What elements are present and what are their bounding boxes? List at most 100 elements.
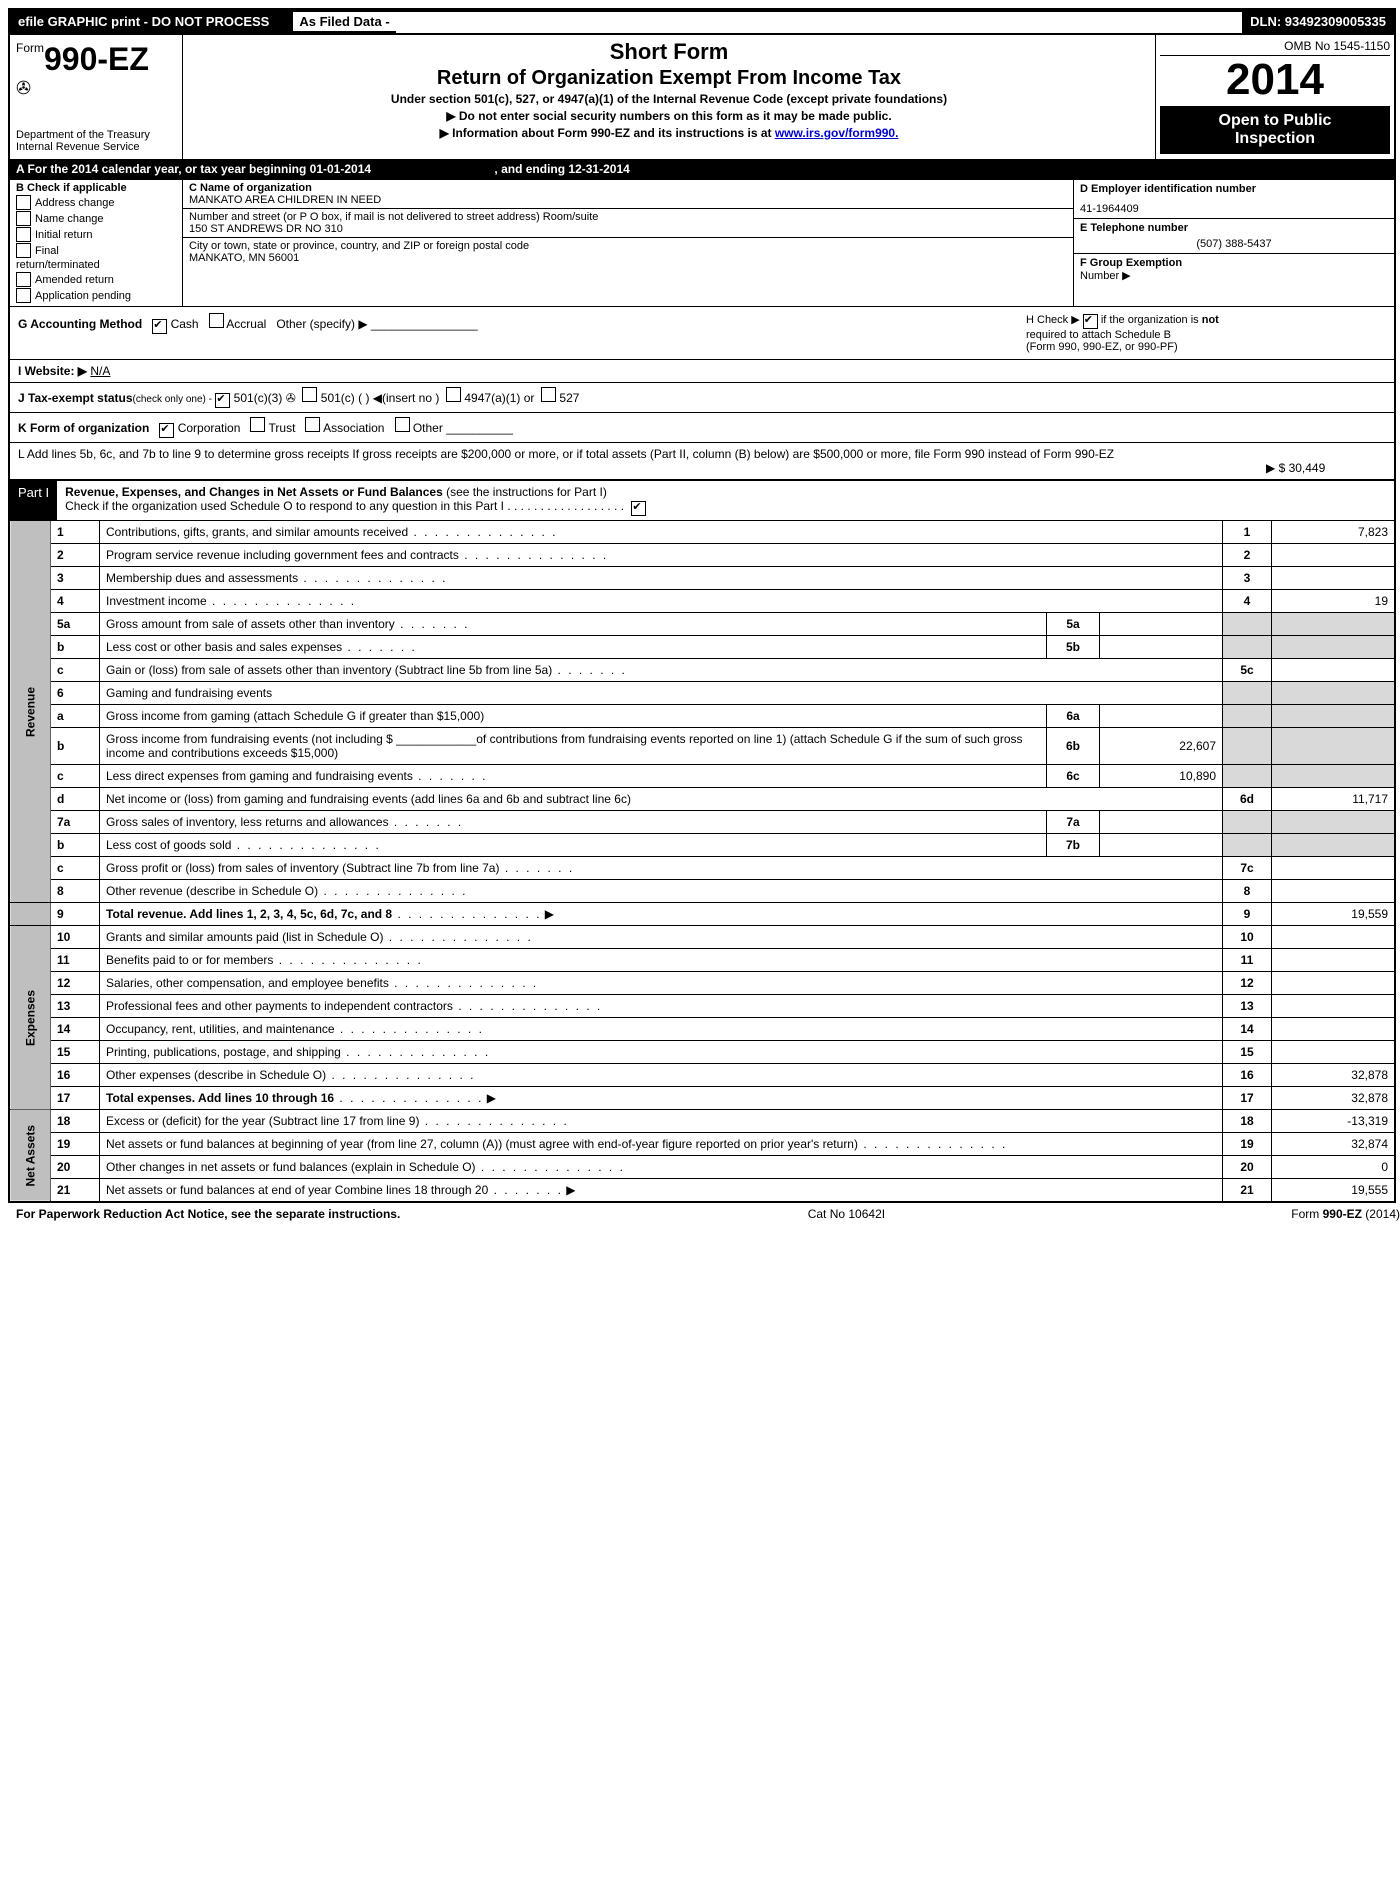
tax-year-begin: A For the 2014 calendar year, or tax yea…	[16, 162, 371, 176]
footer-mid: Cat No 10642I	[639, 1207, 1054, 1221]
line-1: Revenue 1 Contributions, gifts, grants, …	[10, 521, 1394, 544]
irs-link[interactable]: www.irs.gov/form990.	[775, 126, 899, 140]
l-row: L Add lines 5b, 6c, and 7b to line 9 to …	[10, 442, 1394, 479]
g-block: G Accounting Method Cash Accrual Other (…	[18, 313, 1026, 353]
website-value: N/A	[90, 364, 110, 378]
line-10: Expenses 10 Grants and similar amounts p…	[10, 926, 1394, 949]
line-3: 3 Membership dues and assessments 3	[10, 567, 1394, 590]
line-20: 20 Other changes in net assets or fund b…	[10, 1156, 1394, 1179]
cb-trust[interactable]	[250, 417, 265, 432]
line-6d: d Net income or (loss) from gaming and f…	[10, 788, 1394, 811]
treasury-dept: Department of the Treasury	[16, 129, 176, 141]
part1-title: Revenue, Expenses, and Changes in Net As…	[65, 485, 443, 499]
form-990ez: 990-EZ	[44, 41, 149, 77]
ssn-warning: ▶ Do not enter social security numbers o…	[187, 109, 1151, 123]
i-label: I Website: ▶	[18, 364, 87, 378]
section-c: C Name of organization MANKATO AREA CHIL…	[183, 180, 1074, 306]
cb-cash[interactable]	[152, 319, 167, 334]
j-row: J Tax-exempt status(check only one) - 50…	[10, 382, 1394, 412]
line1-amount: 7,823	[1272, 521, 1395, 544]
omb-number: OMB No 1545-1150	[1160, 39, 1390, 56]
header-left: Form990-EZ ✇ Department of the Treasury …	[10, 35, 183, 159]
topbar-spacer	[396, 10, 1242, 33]
cb-accrual[interactable]	[209, 313, 224, 328]
cb-app[interactable]: Application pending	[16, 288, 176, 303]
line-7c: c Gross profit or (loss) from sales of i…	[10, 857, 1394, 880]
i-row: I Website: ▶ N/A	[10, 359, 1394, 382]
part1-check: Check if the organization used Schedule …	[65, 499, 624, 513]
bcdef-row: B Check if applicable Address change Nam…	[10, 179, 1394, 306]
tax-year: 2014	[1160, 56, 1390, 104]
cb-schedule-o[interactable]	[631, 501, 646, 516]
return-title: Return of Organization Exempt From Incom…	[187, 67, 1151, 90]
cb-4947[interactable]	[446, 387, 461, 402]
cb-initial[interactable]: Initial return	[16, 227, 176, 242]
line-13: 13 Professional fees and other payments …	[10, 995, 1394, 1018]
line4-amount: 19	[1272, 590, 1395, 613]
as-filed-text: As Filed Data -	[293, 12, 395, 31]
cb-assoc[interactable]	[305, 417, 320, 432]
line6b-amount: 22,607	[1100, 728, 1223, 765]
footer: For Paperwork Reduction Act Notice, see …	[8, 1203, 1400, 1225]
part1-label: Part I	[10, 481, 57, 520]
line-16: 16 Other expenses (describe in Schedule …	[10, 1064, 1394, 1087]
short-form-title: Short Form	[187, 39, 1151, 65]
form-word: Form	[16, 41, 44, 55]
header-right: OMB No 1545-1150 2014 Open to Public Ins…	[1156, 35, 1394, 159]
lines-table: Revenue 1 Contributions, gifts, grants, …	[10, 520, 1394, 1201]
line-12: 12 Salaries, other compensation, and emp…	[10, 972, 1394, 995]
line17-amount: 32,878	[1272, 1087, 1395, 1110]
line-9: 9 Total revenue. Add lines 1, 2, 3, 4, 5…	[10, 903, 1394, 926]
g-label: G Accounting Method	[18, 317, 142, 331]
city-value: MANKATO, MN 56001	[189, 252, 1067, 264]
cb-amended[interactable]: Amended return	[16, 272, 176, 287]
line21-amount: 19,555	[1272, 1179, 1395, 1202]
line-5a: 5a Gross amount from sale of assets othe…	[10, 613, 1394, 636]
line-7a: 7a Gross sales of inventory, less return…	[10, 811, 1394, 834]
revenue-side-label: Revenue	[10, 521, 51, 903]
b-title: B Check if applicable	[16, 182, 176, 194]
f-label: F Group Exemption	[1080, 257, 1182, 269]
section-a: A For the 2014 calendar year, or tax yea…	[10, 159, 1394, 179]
line-15: 15 Printing, publications, postage, and …	[10, 1041, 1394, 1064]
cb-501c3[interactable]	[215, 393, 230, 408]
line-2: 2 Program service revenue including gove…	[10, 544, 1394, 567]
line19-amount: 32,874	[1272, 1133, 1395, 1156]
line-6c: c Less direct expenses from gaming and f…	[10, 765, 1394, 788]
cb-corp[interactable]	[159, 423, 174, 438]
line-21: 21 Net assets or fund balances at end of…	[10, 1179, 1394, 1202]
city-label: City or town, state or province, country…	[189, 240, 1067, 252]
phone-value: (507) 388-5437	[1080, 234, 1388, 250]
l-text: L Add lines 5b, 6c, and 7b to line 9 to …	[18, 447, 1266, 475]
line-5b: b Less cost or other basis and sales exp…	[10, 636, 1394, 659]
info-link-line: ▶ Information about Form 990-EZ and its …	[187, 126, 1151, 140]
l-amount: ▶ $ 30,449	[1266, 447, 1386, 475]
cb-501c[interactable]	[302, 387, 317, 402]
def-column: D Employer identification number 41-1964…	[1074, 180, 1394, 306]
netassets-side-label: Net Assets	[10, 1110, 51, 1202]
g-h-row: G Accounting Method Cash Accrual Other (…	[10, 306, 1394, 359]
line-6b: b Gross income from fundraising events (…	[10, 728, 1394, 765]
cb-address[interactable]: Address change	[16, 195, 176, 210]
part1-header: Part I Revenue, Expenses, and Changes in…	[10, 479, 1394, 520]
open-public-1: Open to Public	[1162, 112, 1388, 130]
f-label2: Number ▶	[1080, 270, 1131, 282]
tax-year-end: , and ending 12-31-2014	[494, 162, 629, 176]
line-11: 11 Benefits paid to or for members 11	[10, 949, 1394, 972]
org-name: MANKATO AREA CHILDREN IN NEED	[189, 194, 1067, 206]
f-block: F Group Exemption Number ▶	[1074, 254, 1394, 285]
d-label: D Employer identification number	[1080, 183, 1388, 195]
cb-schedule-b[interactable]	[1083, 314, 1098, 329]
form-container: efile GRAPHIC print - DO NOT PROCESS As …	[8, 8, 1396, 1203]
cb-final[interactable]: Final	[16, 243, 176, 258]
cb-527[interactable]	[541, 387, 556, 402]
d-block: D Employer identification number 41-1964…	[1074, 180, 1394, 219]
line-8: 8 Other revenue (describe in Schedule O)…	[10, 880, 1394, 903]
j-label: J Tax-exempt status	[18, 391, 133, 405]
g-other: Other (specify) ▶	[276, 317, 367, 331]
c-city-block: City or town, state or province, country…	[183, 238, 1073, 266]
cb-name[interactable]: Name change	[16, 211, 176, 226]
cb-other-org[interactable]	[395, 417, 410, 432]
dln-number: DLN: 93492309005335	[1242, 10, 1394, 33]
line-19: 19 Net assets or fund balances at beginn…	[10, 1133, 1394, 1156]
